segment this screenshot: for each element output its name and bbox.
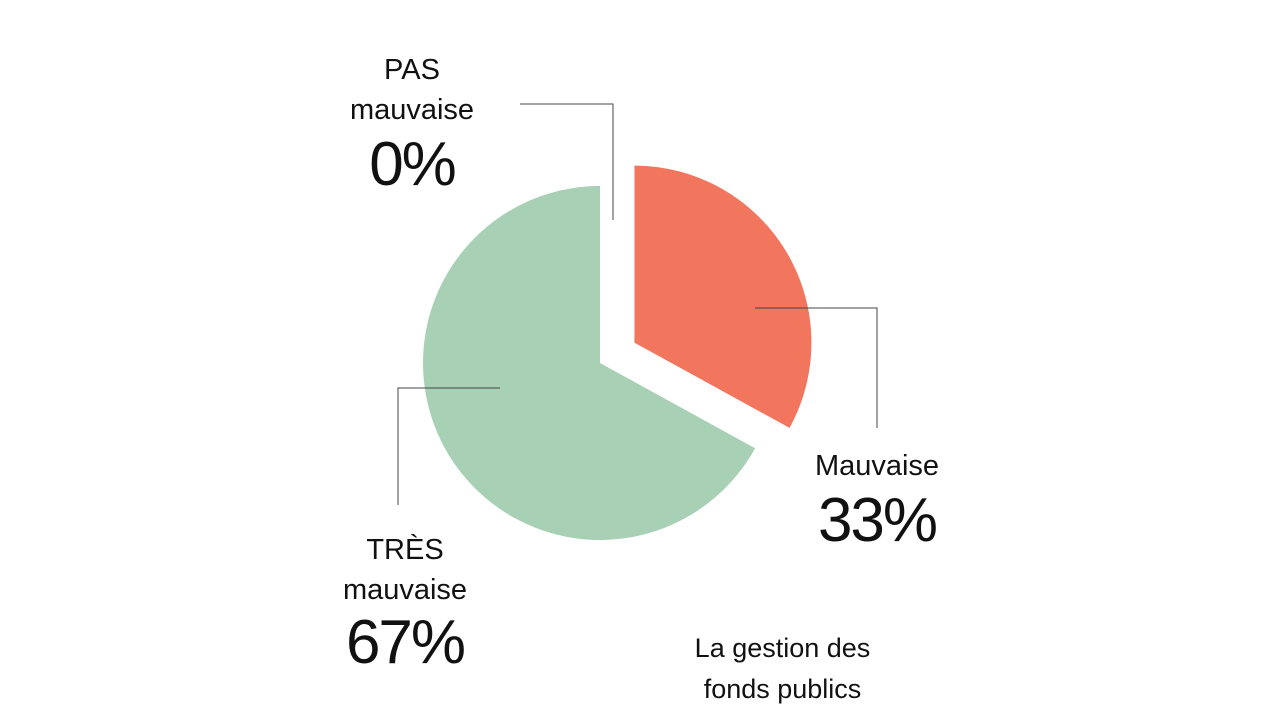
slice-label: PAS mauvaise (349, 54, 475, 126)
leader-line (397, 387, 500, 505)
leader-line (520, 103, 614, 220)
pie-slice (423, 186, 756, 540)
slice-label: TRÈS mauvaise (342, 534, 468, 606)
slice-label: Mauvaise (814, 450, 940, 482)
value-label: 33% (817, 486, 938, 555)
value-label: 67% (345, 608, 466, 677)
leader-line (755, 307, 878, 428)
chart-title: La gestion des fonds publics (694, 633, 871, 704)
pie-slice (634, 165, 812, 428)
value-label: 0% (369, 130, 457, 199)
